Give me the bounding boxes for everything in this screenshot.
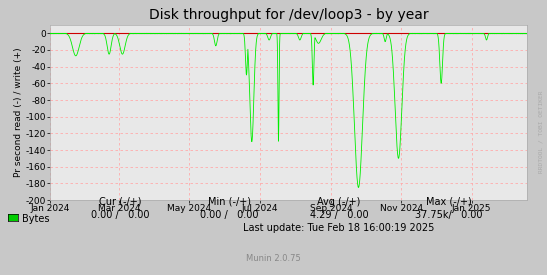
Text: Munin 2.0.75: Munin 2.0.75 [246,254,301,263]
Text: Avg (-/+): Avg (-/+) [317,197,361,207]
Text: 0.00 /   0.00: 0.00 / 0.00 [201,210,259,220]
Text: Min (-/+): Min (-/+) [208,197,251,207]
Text: RRDTOOL / TOBI OETIKER: RRDTOOL / TOBI OETIKER [538,91,543,173]
Title: Disk throughput for /dev/loop3 - by year: Disk throughput for /dev/loop3 - by year [149,9,428,23]
Text: Cur (-/+): Cur (-/+) [99,197,142,207]
Text: Last update: Tue Feb 18 16:00:19 2025: Last update: Tue Feb 18 16:00:19 2025 [243,223,435,233]
Text: 4.29 /   0.00: 4.29 / 0.00 [310,210,369,220]
Text: Max (-/+): Max (-/+) [426,197,472,207]
Y-axis label: Pr second read (-) / write (+): Pr second read (-) / write (+) [14,48,22,177]
Text: Bytes: Bytes [22,214,49,224]
Text: 37.75k/   0.00: 37.75k/ 0.00 [415,210,482,220]
Text: 0.00 /   0.00: 0.00 / 0.00 [91,210,149,220]
